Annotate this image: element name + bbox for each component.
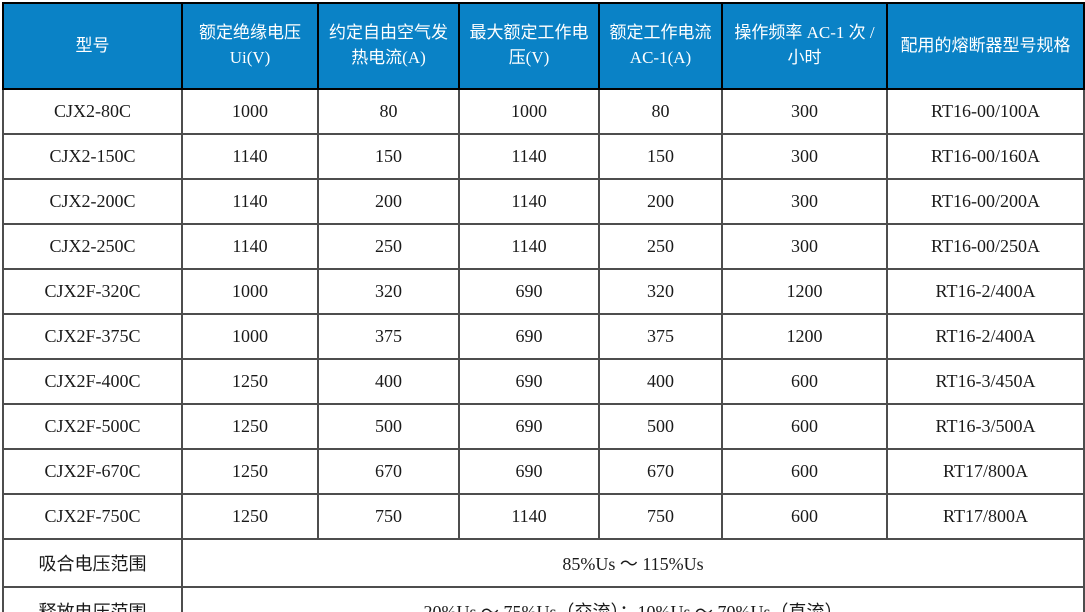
cell-value: RT16-3/450A — [886, 358, 1085, 405]
cell-value: 375 — [598, 313, 723, 360]
row-label-pickup-voltage-range: 吸合电压范围 — [2, 538, 183, 588]
cell-model: CJX2-150C — [2, 133, 183, 180]
pickup-voltage-range-row: 吸合电压范围 85%Us ～ 115%Us — [2, 538, 1085, 588]
table-row: CJX2-250C 1140 250 1140 250 300 RT16-00/… — [2, 223, 1085, 270]
cell-value: 1250 — [181, 403, 319, 450]
cell-value: 690 — [458, 268, 600, 315]
cell-value: 200 — [317, 178, 460, 225]
table-row: CJX2F-750C 1250 750 1140 750 600 RT17/80… — [2, 493, 1085, 540]
cell-value: RT16-00/200A — [886, 178, 1085, 225]
cell-value: 250 — [317, 223, 460, 270]
col-header-thermal-current: 约定自由空气发热电流(A) — [317, 2, 460, 90]
cell-value: 1250 — [181, 358, 319, 405]
cell-value: 750 — [598, 493, 723, 540]
cell-value: 600 — [721, 493, 888, 540]
cell-value: 320 — [317, 268, 460, 315]
cell-value: 1140 — [181, 133, 319, 180]
cell-value: 400 — [317, 358, 460, 405]
table-row: CJX2F-320C 1000 320 690 320 1200 RT16-2/… — [2, 268, 1085, 315]
cell-value: 1250 — [181, 493, 319, 540]
cell-value: 1200 — [721, 268, 888, 315]
table-row: CJX2F-500C 1250 500 690 500 600 RT16-3/5… — [2, 403, 1085, 450]
cell-value: 600 — [721, 358, 888, 405]
release-voltage-range-row: 释放电压范围 20%Us ～ 75%Us（交流）；10%Us ～ 70%Us（直… — [2, 586, 1085, 612]
cell-value: 1000 — [181, 88, 319, 135]
cell-value: RT16-00/100A — [886, 88, 1085, 135]
cell-value: RT17/800A — [886, 448, 1085, 495]
merged-value-pickup-voltage-range: 85%Us ～ 115%Us — [181, 538, 1085, 588]
col-header-model: 型号 — [2, 2, 183, 90]
cell-value: 670 — [317, 448, 460, 495]
cell-value: 500 — [317, 403, 460, 450]
cell-value: RT16-00/160A — [886, 133, 1085, 180]
col-header-max-working-voltage: 最大额定工作电压(V) — [458, 2, 600, 90]
cell-value: 1000 — [458, 88, 600, 135]
col-header-fuse-spec: 配用的熔断器型号规格 — [886, 2, 1085, 90]
col-header-operating-frequency: 操作频率 AC-1 次 / 小时 — [721, 2, 888, 90]
cell-value: 690 — [458, 358, 600, 405]
cell-value: 670 — [598, 448, 723, 495]
cell-value: 690 — [458, 403, 600, 450]
cell-model: CJX2F-375C — [2, 313, 183, 360]
cell-value: 500 — [598, 403, 723, 450]
cell-value: 300 — [721, 133, 888, 180]
cell-value: 80 — [317, 88, 460, 135]
cell-model: CJX2-200C — [2, 178, 183, 225]
cell-model: CJX2-250C — [2, 223, 183, 270]
cell-value: 300 — [721, 178, 888, 225]
cell-value: 1140 — [458, 178, 600, 225]
cell-value: 400 — [598, 358, 723, 405]
cell-value: 600 — [721, 403, 888, 450]
cell-value: 250 — [598, 223, 723, 270]
cell-value: RT16-2/400A — [886, 268, 1085, 315]
cell-value: 1000 — [181, 268, 319, 315]
table-row: CJX2-200C 1140 200 1140 200 300 RT16-00/… — [2, 178, 1085, 225]
cell-value: RT16-2/400A — [886, 313, 1085, 360]
cell-value: RT17/800A — [886, 493, 1085, 540]
cell-model: CJX2F-400C — [2, 358, 183, 405]
table-row: CJX2-150C 1140 150 1140 150 300 RT16-00/… — [2, 133, 1085, 180]
cell-model: CJX2F-670C — [2, 448, 183, 495]
cell-model: CJX2F-320C — [2, 268, 183, 315]
col-header-insulation-voltage: 额定绝缘电压 Ui(V) — [181, 2, 319, 90]
cell-value: 300 — [721, 223, 888, 270]
cell-value: 1250 — [181, 448, 319, 495]
cell-model: CJX2F-750C — [2, 493, 183, 540]
cell-value: 600 — [721, 448, 888, 495]
cell-model: CJX2-80C — [2, 88, 183, 135]
table-row: CJX2F-375C 1000 375 690 375 1200 RT16-2/… — [2, 313, 1085, 360]
cell-value: RT16-3/500A — [886, 403, 1085, 450]
col-header-working-current: 额定工作电流 AC-1(A) — [598, 2, 723, 90]
table-row: CJX2F-400C 1250 400 690 400 600 RT16-3/4… — [2, 358, 1085, 405]
cell-value: 1200 — [721, 313, 888, 360]
cell-value: 320 — [598, 268, 723, 315]
cell-value: 1140 — [181, 223, 319, 270]
cell-value: 1140 — [458, 493, 600, 540]
cell-value: RT16-00/250A — [886, 223, 1085, 270]
cell-value: 1140 — [181, 178, 319, 225]
cell-value: 150 — [317, 133, 460, 180]
cell-value: 690 — [458, 313, 600, 360]
table-row: CJX2-80C 1000 80 1000 80 300 RT16-00/100… — [2, 88, 1085, 135]
cell-value: 690 — [458, 448, 600, 495]
cell-value: 1140 — [458, 133, 600, 180]
cell-value: 750 — [317, 493, 460, 540]
row-label-release-voltage-range: 释放电压范围 — [2, 586, 183, 612]
cell-model: CJX2F-500C — [2, 403, 183, 450]
merged-value-release-voltage-range: 20%Us ～ 75%Us（交流）；10%Us ～ 70%Us（直流） — [181, 586, 1085, 612]
cell-value: 150 — [598, 133, 723, 180]
cell-value: 375 — [317, 313, 460, 360]
cell-value: 300 — [721, 88, 888, 135]
cell-value: 80 — [598, 88, 723, 135]
table-row: CJX2F-670C 1250 670 690 670 600 RT17/800… — [2, 448, 1085, 495]
cell-value: 1140 — [458, 223, 600, 270]
header-row: 型号 额定绝缘电压 Ui(V) 约定自由空气发热电流(A) 最大额定工作电压(V… — [2, 2, 1085, 90]
cell-value: 200 — [598, 178, 723, 225]
cell-value: 1000 — [181, 313, 319, 360]
